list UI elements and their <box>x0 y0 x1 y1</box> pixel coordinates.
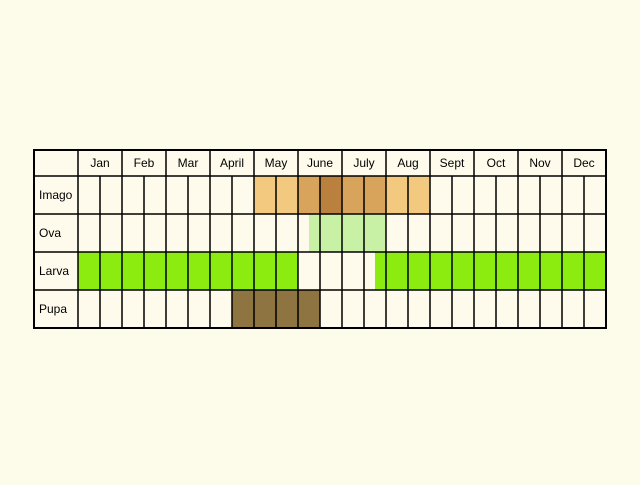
stage-period-bar-larva-1 <box>375 252 606 290</box>
stage-period-bar-imago-2 <box>320 176 342 214</box>
month-header-sept: Sept <box>440 156 465 170</box>
month-header-feb: Feb <box>134 156 155 170</box>
stage-label-ova: Ova <box>39 226 61 240</box>
month-header-april: April <box>220 156 244 170</box>
stage-label-imago: Imago <box>39 188 73 202</box>
stage-label-larva: Larva <box>39 264 69 278</box>
month-header-jan: Jan <box>90 156 109 170</box>
month-header-june: June <box>307 156 333 170</box>
table-border <box>33 149 607 329</box>
month-header-oct: Oct <box>487 156 506 170</box>
stage-period-bar-ova-0 <box>309 214 386 252</box>
month-header-mar: Mar <box>178 156 199 170</box>
month-header-aug: Aug <box>397 156 418 170</box>
stage-label-pupa: Pupa <box>39 302 67 316</box>
month-header-nov: Nov <box>529 156 550 170</box>
month-header-dec: Dec <box>573 156 594 170</box>
month-header-may: May <box>265 156 288 170</box>
month-header-july: July <box>353 156 374 170</box>
